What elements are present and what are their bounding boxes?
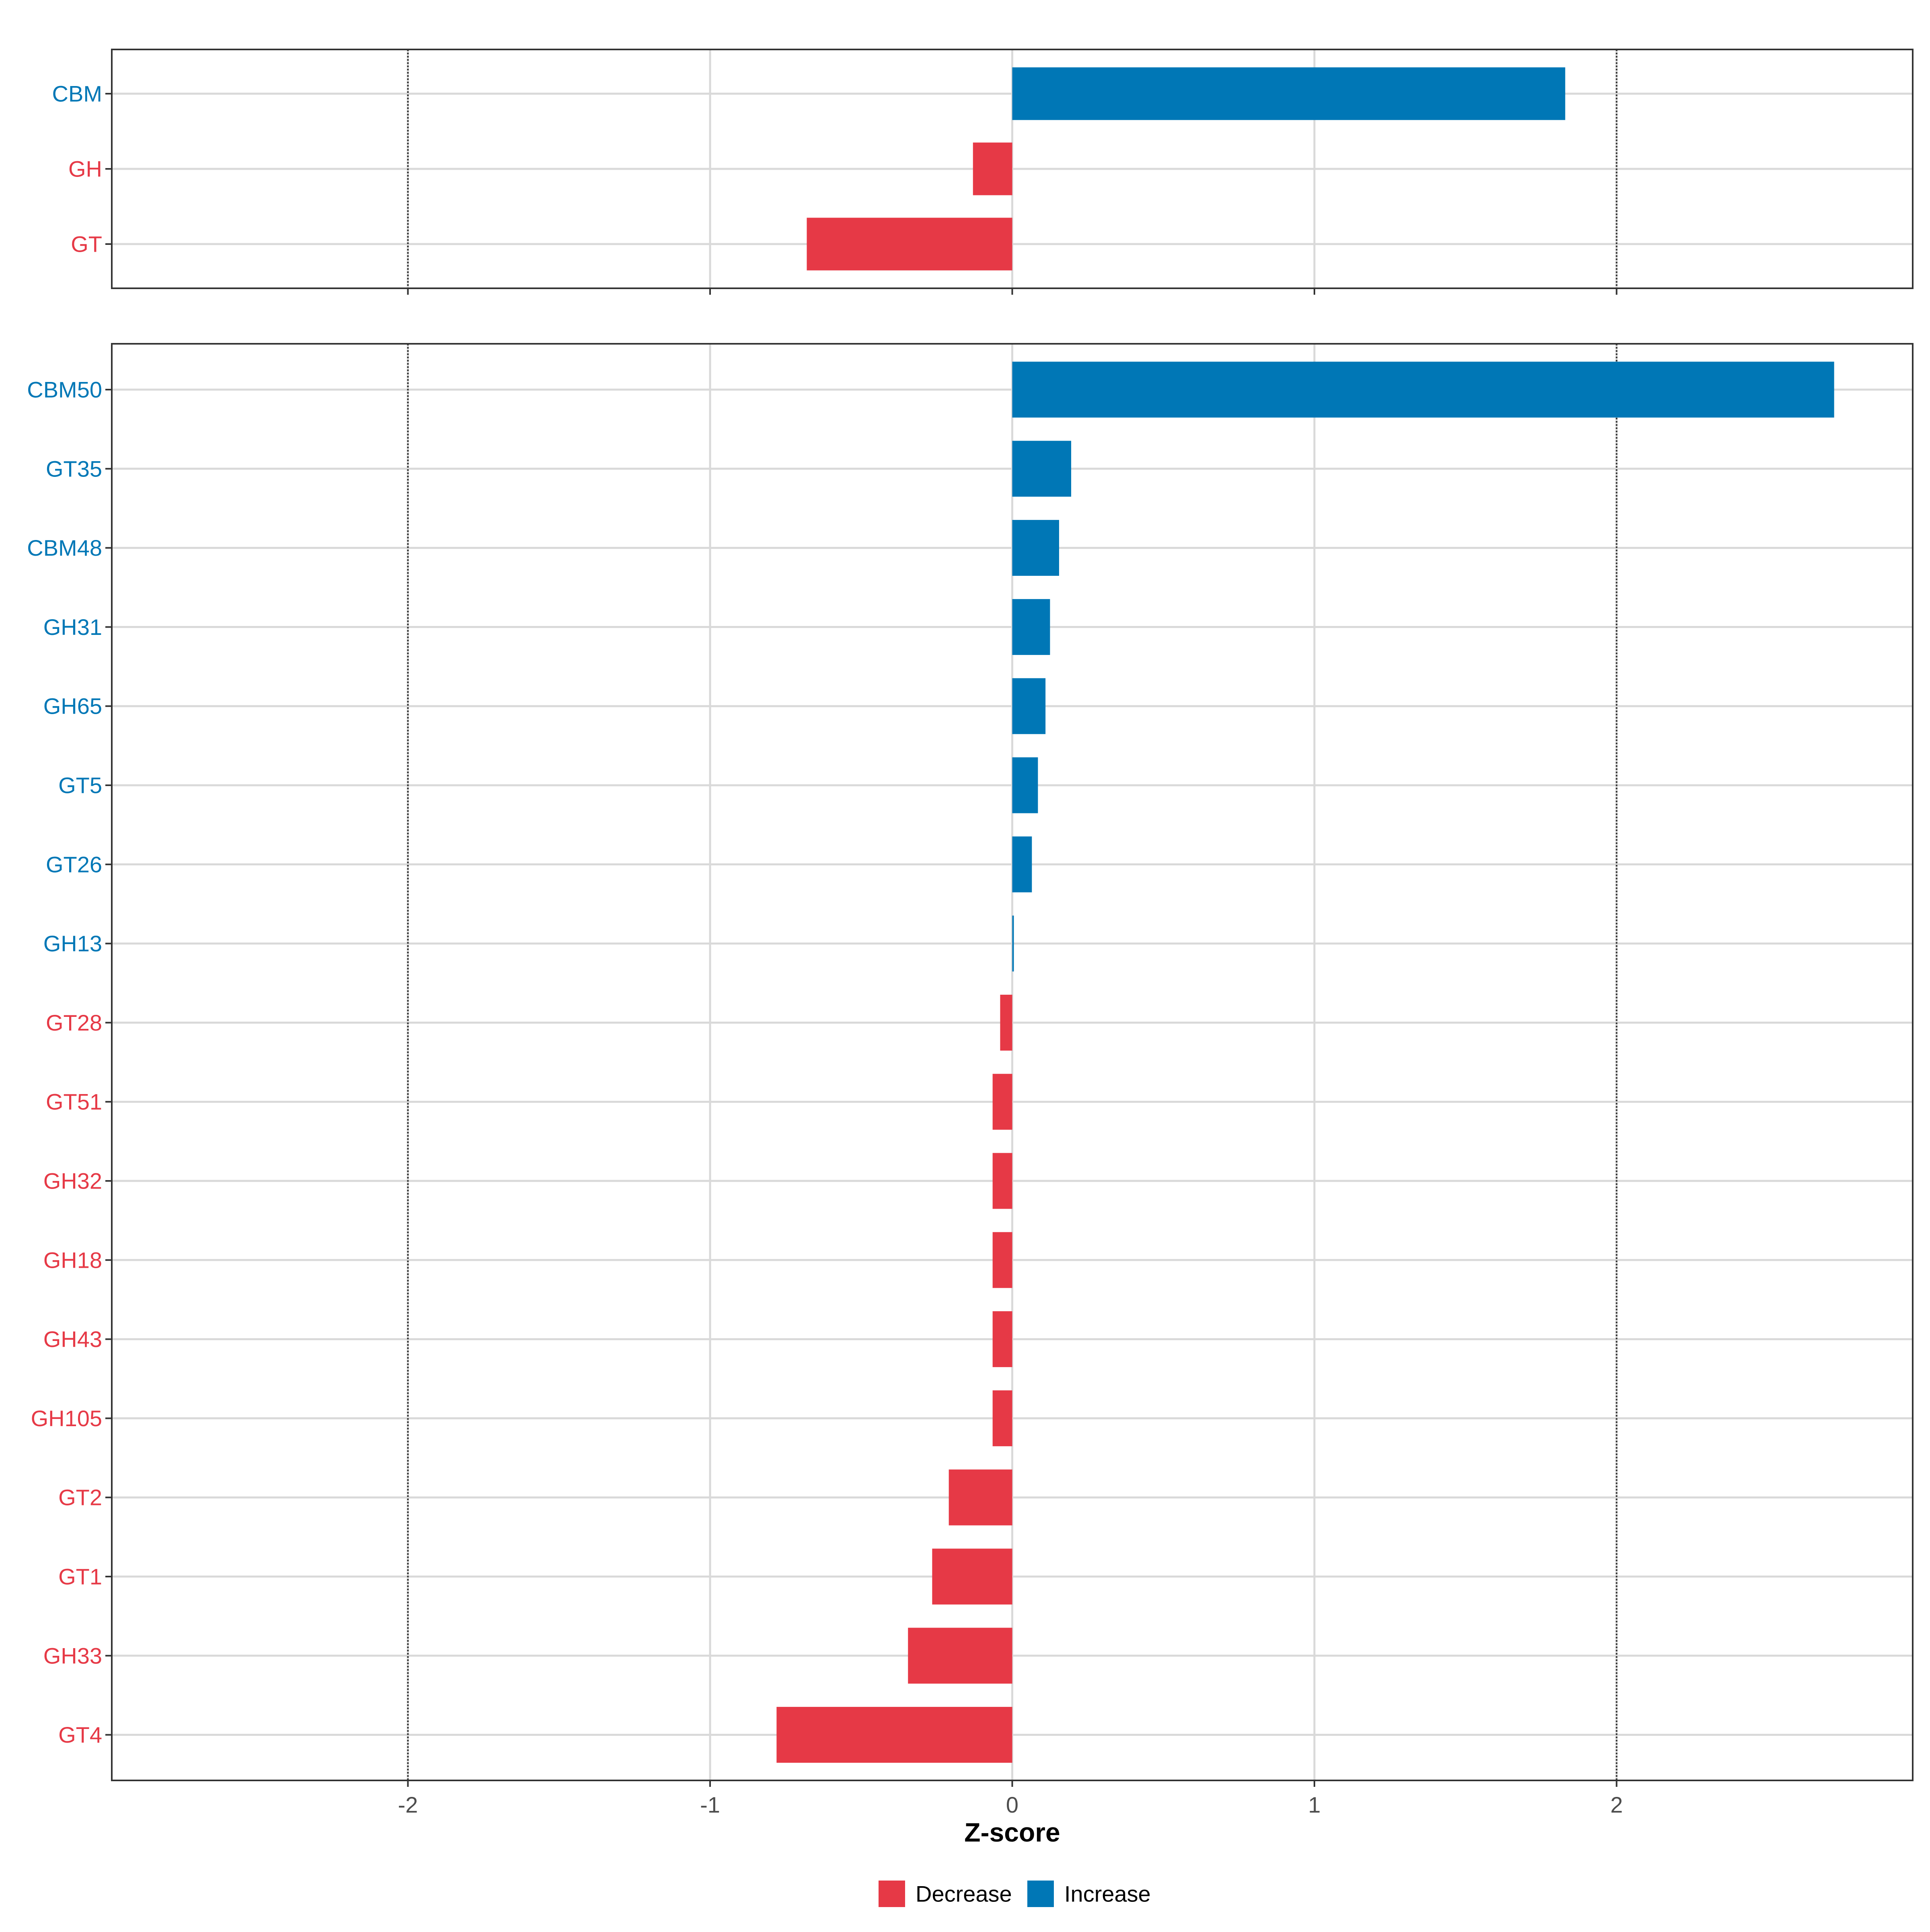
- y-tick-label: GH: [68, 156, 102, 182]
- bar-GH32: [992, 1153, 1012, 1209]
- y-tick-label: GT5: [58, 773, 102, 798]
- bar-GT51: [992, 1074, 1012, 1130]
- bar-GT35: [1012, 441, 1072, 497]
- bar-GH65: [1012, 678, 1046, 734]
- bar-GH43: [992, 1311, 1012, 1367]
- legend-swatch-increase: [1027, 1881, 1054, 1907]
- y-tick-label: CBM: [52, 81, 102, 107]
- bar-CBM48: [1012, 520, 1059, 576]
- bar-GH18: [992, 1232, 1012, 1288]
- bar-CBM50: [1012, 361, 1834, 418]
- x-axis-title: Z-score: [964, 1817, 1060, 1847]
- y-tick-label: GT26: [46, 852, 102, 877]
- x-tick-label: 0: [1006, 1792, 1018, 1817]
- y-tick-label: GH32: [43, 1168, 102, 1194]
- bar-GT26: [1012, 836, 1032, 893]
- y-tick-label: GT: [71, 232, 102, 257]
- legend-label-increase: Increase: [1064, 1881, 1151, 1907]
- legend-swatch-decrease: [879, 1881, 905, 1907]
- y-tick-label: GT1: [58, 1564, 102, 1589]
- bar-GH13: [1012, 916, 1014, 972]
- bar-GT: [807, 218, 1012, 271]
- bar-GT5: [1012, 757, 1038, 813]
- y-tick-label: GH31: [43, 614, 102, 640]
- y-tick-label: CBM48: [27, 535, 102, 561]
- bar-GH: [973, 142, 1012, 195]
- legend-label-decrease: Decrease: [916, 1881, 1012, 1907]
- x-tick-label: 2: [1610, 1792, 1623, 1817]
- y-tick-label: GT51: [46, 1089, 102, 1115]
- y-tick-label: CBM50: [27, 377, 102, 402]
- y-tick-label: GT28: [46, 1010, 102, 1035]
- y-tick-label: GH65: [43, 694, 102, 719]
- bar-CBM: [1012, 67, 1565, 120]
- y-tick-label: GH33: [43, 1643, 102, 1668]
- bar-GT1: [932, 1548, 1012, 1605]
- y-tick-label: GH13: [43, 931, 102, 956]
- y-tick-label: GT35: [46, 456, 102, 481]
- bar-GT28: [1000, 994, 1012, 1051]
- x-tick-label: 1: [1308, 1792, 1320, 1817]
- bar-GH105: [992, 1390, 1012, 1446]
- bar-GH33: [908, 1628, 1012, 1684]
- y-tick-label: GT4: [58, 1722, 102, 1747]
- bar-GH31: [1012, 599, 1050, 655]
- bar-GT4: [776, 1707, 1012, 1763]
- x-tick-label: -2: [398, 1792, 418, 1817]
- y-tick-label: GH105: [31, 1406, 102, 1431]
- bar-GT2: [949, 1469, 1012, 1525]
- y-tick-label: GH18: [43, 1247, 102, 1273]
- x-tick-label: -1: [700, 1792, 720, 1817]
- y-tick-label: GH43: [43, 1326, 102, 1352]
- y-tick-label: GT2: [58, 1485, 102, 1510]
